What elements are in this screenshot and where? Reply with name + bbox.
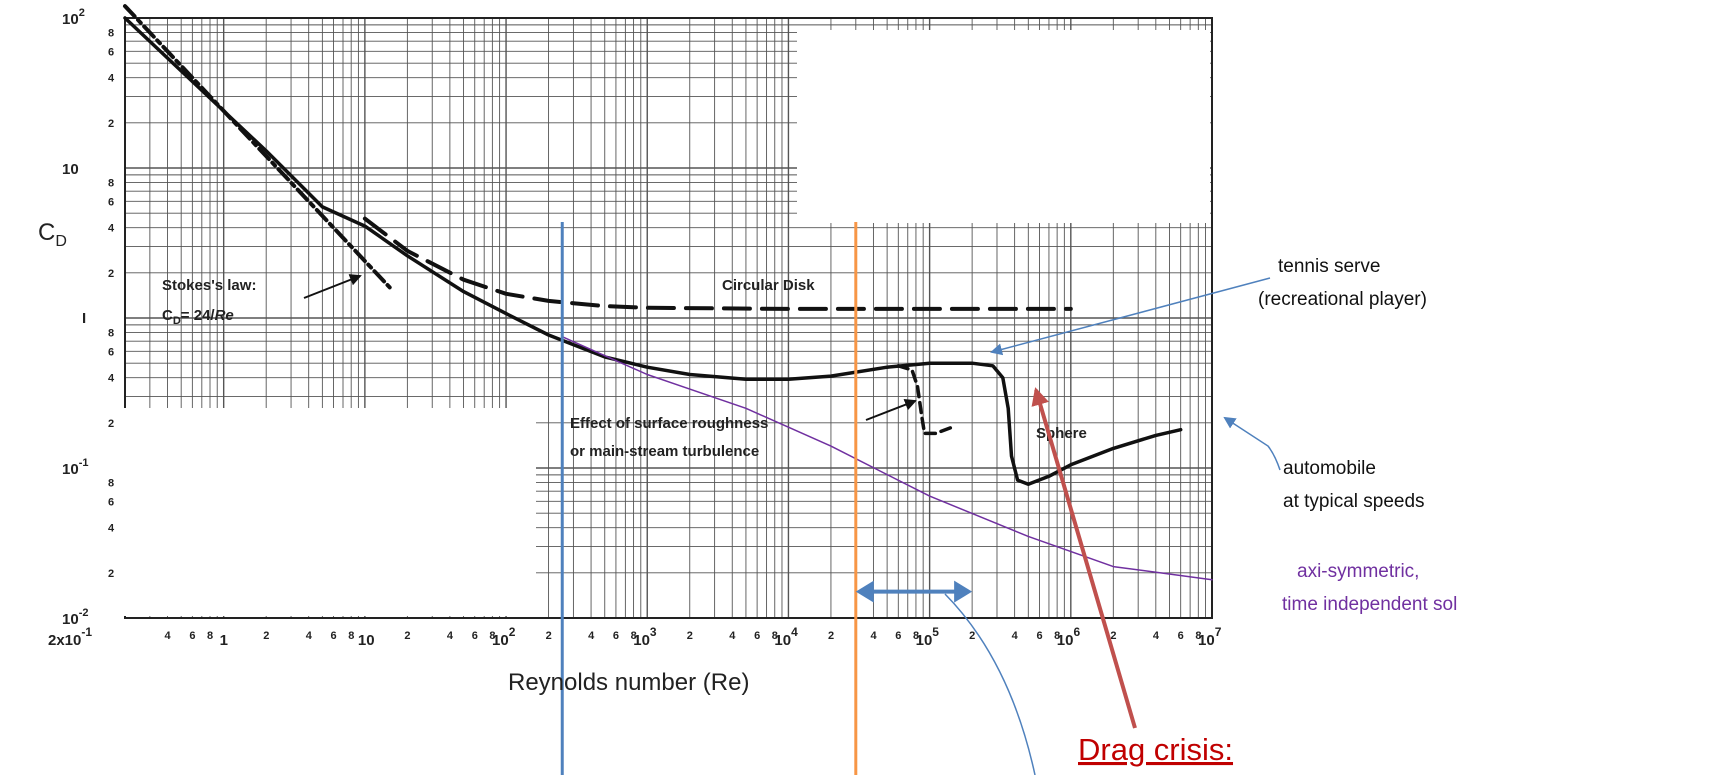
x-minor-tick-label: 2 [828, 630, 834, 642]
x-minor-tick-label: 2 [546, 630, 552, 642]
x-tick-label-decade: 103 [633, 625, 657, 649]
x-axis-label: Reynolds number (Re) [508, 669, 749, 696]
x-minor-tick-label: 4 [447, 630, 454, 642]
note-drag-crisis: Drag crisis: [1078, 732, 1233, 767]
x-minor-tick-label: 2 [404, 630, 410, 642]
roughness-pointer-arrow [865, 399, 917, 421]
x-minor-tick-label: 2 [969, 630, 975, 642]
range-callout-line [944, 593, 1036, 775]
label-sphere: Sphere [1036, 425, 1087, 442]
x-tick-label-start: 2x10-1 [48, 625, 92, 649]
y-tick-label: 10-1 [62, 457, 88, 478]
x-minor-tick-label: 8 [489, 630, 495, 642]
x-minor-tick-label: 6 [472, 630, 478, 642]
y-minor-tick-label: 2 [108, 268, 114, 280]
y-minor-tick-label: 2 [108, 568, 114, 580]
note-automobile: automobile [1283, 458, 1376, 479]
plot-frame [124, 17, 1213, 619]
whiteout-upper-right [797, 30, 1210, 223]
x-tick-label-decade: 106 [1057, 625, 1081, 649]
x-minor-tick-label: 2 [1110, 630, 1116, 642]
x-tick-label-10: 10 [358, 632, 375, 649]
x-minor-tick-label: 4 [1153, 630, 1160, 642]
x-minor-tick-label: 8 [348, 630, 354, 642]
axi-symmetric-curve [561, 335, 1213, 581]
x-tick-label-decade: 104 [774, 625, 798, 649]
x-minor-tick-label: 8 [1195, 630, 1201, 642]
x-tick-label-decade: 107 [1198, 625, 1222, 649]
y-minor-tick-label: 6 [108, 346, 114, 358]
x-minor-tick-label: 8 [1054, 630, 1060, 642]
x-minor-tick-label: 4 [729, 630, 736, 642]
x-minor-tick-label: 6 [613, 630, 619, 642]
circular-disk-curve [362, 216, 1073, 311]
x-tick-label-decade: 105 [916, 625, 940, 649]
y-minor-tick-label: 2 [108, 118, 114, 130]
y-tick-label: 10 [62, 161, 79, 178]
note-axi-symmetric: axi-symmetric, [1297, 561, 1419, 582]
x-minor-tick-label: 4 [306, 630, 313, 642]
y-minor-tick-label: 8 [108, 28, 114, 40]
y-minor-tick-label: 6 [108, 46, 114, 58]
x-tick-label-1: 1 [220, 632, 228, 649]
note-time-independent: time independent sol [1282, 594, 1457, 615]
x-minor-tick-label: 6 [754, 630, 760, 642]
y-minor-tick-label: 6 [108, 496, 114, 508]
x-minor-tick-label: 4 [1012, 630, 1019, 642]
y-minor-tick-label: 8 [108, 178, 114, 190]
y-minor-tick-label: 4 [108, 523, 115, 535]
label-stokes-formula: CD= 24/Re [162, 307, 234, 327]
label-stokes-law: Stokes's law: [162, 277, 256, 294]
x-minor-tick-label: 8 [772, 630, 778, 642]
y-tick-label: I [82, 310, 86, 327]
drag-crisis-arrow [1031, 387, 1137, 729]
note-automobile-speeds: at typical speeds [1283, 491, 1425, 512]
y-minor-tick-label: 8 [108, 328, 114, 340]
series-layer [123, 4, 1213, 581]
y-minor-tick-label: 2 [108, 418, 114, 430]
x-tick-label-decade: 102 [492, 625, 516, 649]
y-minor-tick-label: 8 [108, 478, 114, 490]
stokes-law-line [123, 4, 392, 290]
x-minor-tick-label: 4 [165, 630, 172, 642]
x-minor-tick-label: 4 [870, 630, 877, 642]
x-minor-tick-label: 2 [687, 630, 693, 642]
label-roughness-line2: or main-stream turbulence [570, 443, 759, 460]
range-arrow-head-left [855, 580, 874, 603]
x-minor-tick-label: 6 [895, 630, 901, 642]
x-minor-tick-label: 8 [631, 630, 637, 642]
tennis-serve-pointer [990, 277, 1271, 356]
y-tick-label: 102 [62, 7, 85, 28]
automobile-pointer [1223, 416, 1281, 471]
y-axis-label: CD [38, 219, 67, 250]
x-minor-tick-label: 6 [189, 630, 195, 642]
range-arrow-head-right [954, 580, 973, 603]
note-tennis-serve: tennis serve [1278, 256, 1380, 277]
y-minor-tick-label: 6 [108, 196, 114, 208]
x-minor-tick-label: 8 [913, 630, 919, 642]
x-minor-tick-label: 6 [331, 630, 337, 642]
y-minor-tick-label: 4 [108, 223, 115, 235]
stokes-pointer-arrow [303, 274, 362, 299]
label-circular-disk: Circular Disk [722, 277, 815, 294]
whiteout-lower-left [124, 408, 536, 616]
x-minor-tick-label: 6 [1036, 630, 1042, 642]
x-minor-tick-label: 8 [207, 630, 213, 642]
label-roughness-line1: Effect of surface roughness [570, 415, 768, 432]
roughness-curve [896, 364, 953, 436]
y-minor-tick-label: 4 [108, 73, 115, 85]
sphere-curve [123, 16, 1183, 486]
y-minor-tick-label: 4 [108, 373, 115, 385]
x-minor-tick-label: 6 [1178, 630, 1184, 642]
marker-layer [560, 222, 973, 775]
x-minor-tick-label: 4 [588, 630, 595, 642]
note-tennis-player: (recreational player) [1258, 289, 1427, 310]
x-minor-tick-label: 2 [263, 630, 269, 642]
